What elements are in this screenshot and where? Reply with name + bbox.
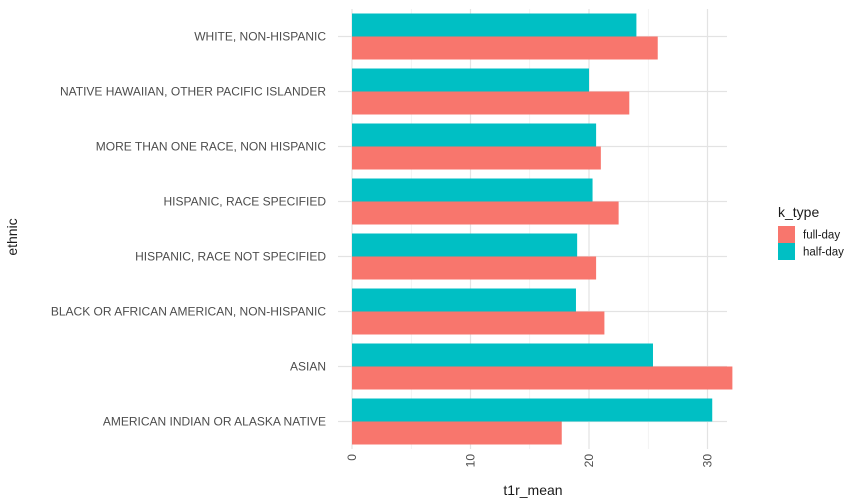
bar-full-day [352,421,562,445]
legend-title: k_type [778,204,819,220]
bar-full-day [352,366,733,390]
bar-full-day [352,36,658,60]
y-tick-label: NATIVE HAWAIIAN, OTHER PACIFIC ISLANDER [60,85,326,99]
legend-label: half-day [803,247,844,259]
bar-half-day [352,68,589,92]
bar-full-day [352,146,601,170]
bar-full-day [352,311,605,335]
y-tick-labels: AMERICAN INDIAN OR ALASKA NATIVE ASIAN BLA… [51,30,326,429]
x-tick-label: 10 [464,454,478,468]
bar-half-day [352,233,578,257]
x-tick-label: 20 [582,454,596,468]
bar-half-day [352,288,576,312]
y-tick-label: HISPANIC, RACE SPECIFIED [164,195,327,209]
x-tick-labels: 0 10 20 30 [345,454,715,468]
legend-key-full-day [778,226,795,243]
legend: k_type full-day half-day [778,204,844,260]
bar-half-day [352,13,637,37]
bars [352,13,733,445]
bar-half-day [352,398,713,422]
bar-full-day [352,256,597,280]
x-axis-title: t1r_mean [503,482,562,498]
x-tick-label: 0 [345,454,359,461]
y-tick-label: AMERICAN INDIAN OR ALASKA NATIVE [103,415,326,429]
x-tick-label: 30 [701,454,715,468]
y-axis-title: ethnic [4,218,20,255]
y-tick-label: BLACK OR AFRICAN AMERICAN, NON-HISPANIC [51,305,326,319]
y-tick-label: MORE THAN ONE RACE, NON HISPANIC [96,140,327,154]
y-tick-label: WHITE, NON-HISPANIC [194,30,326,44]
bar-half-day [352,178,593,202]
y-tick-label: ASIAN [290,360,326,374]
bar-full-day [352,201,619,225]
bar-full-day [352,91,630,115]
bar-half-day [352,123,597,147]
legend-key-half-day [778,243,795,260]
legend-label: full-day [803,230,840,242]
bar-half-day [352,343,653,367]
y-tick-label: HISPANIC, RACE NOT SPECIFIED [135,250,326,264]
